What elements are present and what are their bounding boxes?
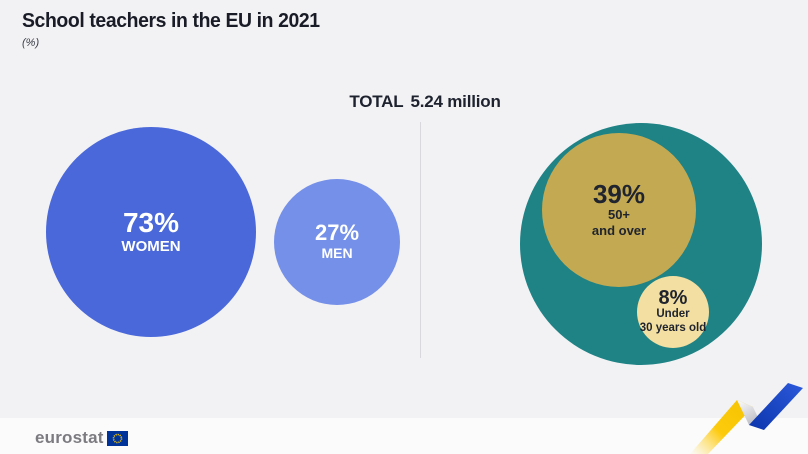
older-percentage: 39% — [592, 178, 646, 209]
older-label-line2: and over — [591, 223, 647, 238]
women-share-circle: 73% WOMEN — [46, 127, 256, 337]
unit-note: (%) — [22, 37, 40, 49]
younger-percentage: 8% — [658, 287, 688, 310]
women-percentage: 73% — [122, 206, 180, 238]
older-teachers-circle: 39% 50+ and over — [542, 133, 696, 287]
vertical-divider — [420, 122, 421, 358]
page-title: School teachers in the EU in 2021 — [22, 10, 320, 32]
women-label: WOMEN — [121, 237, 181, 255]
younger-label-line2: 30 years old — [639, 322, 707, 334]
younger-teachers-circle: 8% Under 30 years old — [637, 276, 709, 348]
older-label-line1: 50+ — [607, 206, 631, 222]
eu-flag-icon — [106, 430, 128, 446]
footer-band — [0, 418, 808, 454]
younger-label-line1: Under — [656, 308, 690, 321]
eurostat-logo: eurostat — [35, 428, 128, 448]
total-prefix: TOTAL — [349, 92, 404, 111]
total-label: TOTAL 5.24 million — [275, 92, 575, 112]
eurostat-logo-text: eurostat — [35, 428, 104, 447]
men-label: MEN — [321, 245, 353, 262]
men-share-circle: 27% MEN — [274, 179, 400, 305]
men-percentage: 27% — [314, 220, 360, 246]
zigzag-ribbon-decoration — [690, 383, 803, 454]
total-value: 5.24 million — [410, 92, 501, 111]
